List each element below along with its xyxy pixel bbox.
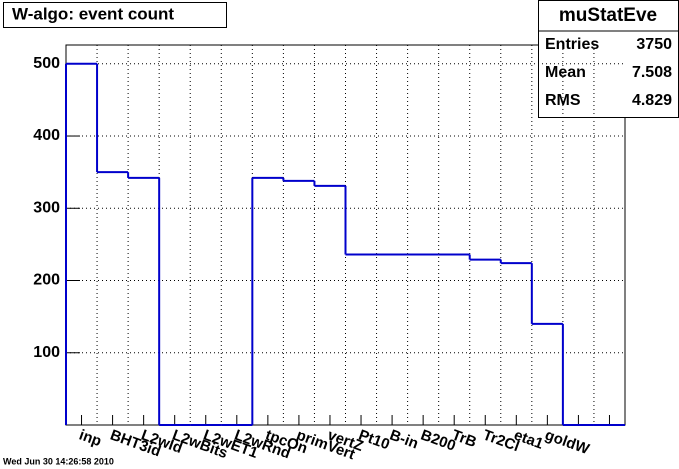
stats-box (538, 0, 679, 118)
stats-name: muStatEve (559, 5, 657, 26)
chart-title: W-algo: event count (12, 4, 174, 23)
stats-label: Entries (545, 36, 599, 53)
y-tick-label: 500 (33, 55, 60, 72)
stats-value: 4.829 (632, 92, 672, 109)
stats-label: Mean (545, 64, 586, 81)
y-tick-label: 400 (33, 127, 60, 144)
title-box (3, 2, 227, 28)
stats-label: RMS (545, 92, 581, 109)
y-tick-label: 300 (33, 199, 60, 216)
stats-value: 7.508 (632, 64, 672, 81)
timestamp: Wed Jun 30 14:26:58 2010 (3, 456, 114, 466)
y-tick-label: 100 (33, 344, 60, 361)
x-tick-label: inp (77, 427, 104, 451)
y-tick-label: 200 (33, 272, 60, 289)
stats-value: 3750 (636, 36, 672, 53)
